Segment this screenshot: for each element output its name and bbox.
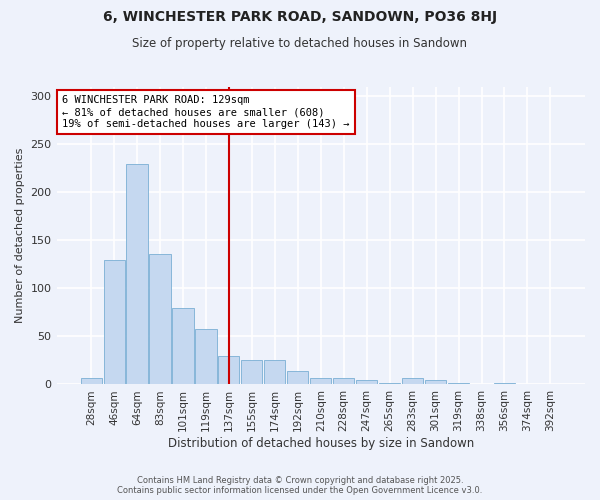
Bar — [80, 378, 101, 384]
Text: 6 WINCHESTER PARK ROAD: 129sqm
← 81% of detached houses are smaller (608)
19% of: 6 WINCHESTER PARK ROAD: 129sqm ← 81% of … — [62, 96, 349, 128]
Bar — [149, 254, 170, 384]
Y-axis label: Number of detached properties: Number of detached properties — [15, 148, 25, 323]
Bar — [402, 378, 423, 384]
Bar — [264, 360, 286, 384]
Bar — [104, 260, 125, 384]
Bar — [241, 360, 262, 384]
Bar — [287, 371, 308, 384]
Text: Contains public sector information licensed under the Open Government Licence v3: Contains public sector information licen… — [118, 486, 482, 495]
Text: 6, WINCHESTER PARK ROAD, SANDOWN, PO36 8HJ: 6, WINCHESTER PARK ROAD, SANDOWN, PO36 8… — [103, 10, 497, 24]
X-axis label: Distribution of detached houses by size in Sandown: Distribution of detached houses by size … — [167, 437, 474, 450]
Bar — [333, 378, 354, 384]
Bar — [379, 382, 400, 384]
Bar — [310, 378, 331, 384]
Bar — [425, 380, 446, 384]
Bar — [218, 356, 239, 384]
Bar — [356, 380, 377, 384]
Bar — [127, 164, 148, 384]
Text: Size of property relative to detached houses in Sandown: Size of property relative to detached ho… — [133, 38, 467, 51]
Bar — [172, 308, 194, 384]
Bar — [196, 328, 217, 384]
Text: Contains HM Land Registry data © Crown copyright and database right 2025.: Contains HM Land Registry data © Crown c… — [137, 476, 463, 485]
